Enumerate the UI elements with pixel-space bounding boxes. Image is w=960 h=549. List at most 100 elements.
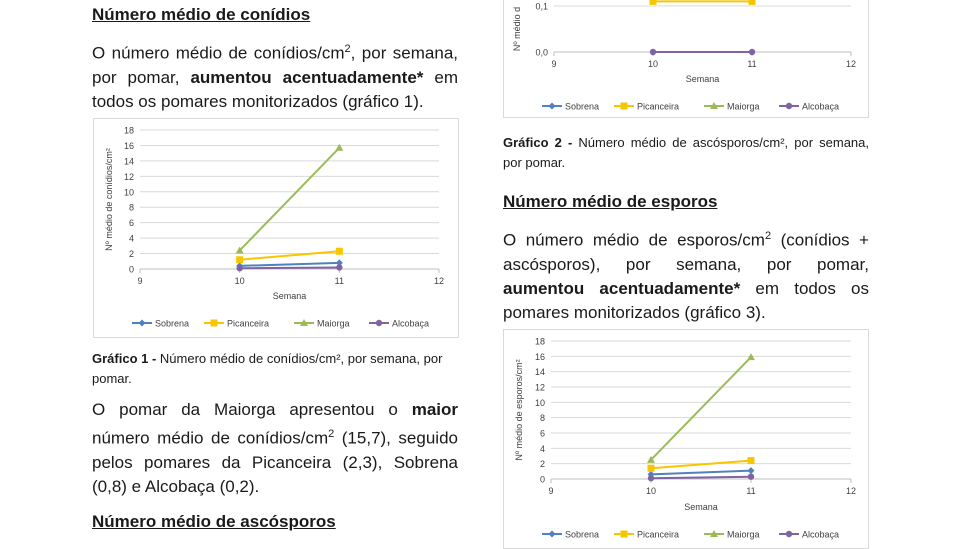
x-tick-label: 9: [137, 276, 142, 286]
legend-label-sobrena: Sobrena: [565, 530, 599, 540]
y-tick-label: 16: [124, 141, 134, 151]
series-line-sobrena: [239, 261, 340, 267]
series-line-maiorga: [238, 147, 341, 252]
data-point-picanceira: [647, 464, 655, 472]
legend-marker: [785, 102, 793, 110]
x-tick-label: 11: [746, 486, 755, 496]
data-point-picanceira: [649, 0, 657, 5]
data-point-picanceira: [335, 247, 343, 255]
chart-3: 0 2 4 6 8 10 12 14 16 18 9 10 11 12 Semana Nº médio de …: [503, 329, 869, 549]
paragraph-maiorga: O pomar da Maiorga apresentou o maior nú…: [92, 400, 458, 496]
legend-marker: [548, 530, 556, 538]
y-tick-label: 6: [129, 218, 134, 228]
legend-label-alcobaça: Alcobaça: [392, 319, 429, 329]
y-axis-label: Nº médio d: [512, 7, 522, 51]
y-tick-label: 0: [129, 265, 134, 275]
data-point-picanceira: [748, 0, 756, 5]
y-axis-label: Nº médio de esporos/cm²: [514, 359, 524, 460]
legend-label-sobrena: Sobrena: [565, 102, 599, 112]
y-tick-label: 10: [124, 187, 134, 197]
data-point-alcobaça: [649, 48, 657, 56]
chart-1: 0 2 4 6 8 10 12 14 16 18 9 10 11 12 Semana Nº médio de …: [93, 118, 459, 338]
y-tick-label: 18: [535, 337, 545, 347]
caption-grafico-1: Gráfico 1 - Número médio de conídios/cm²…: [92, 351, 443, 386]
legend-label-picanceira: Picanceira: [637, 530, 679, 540]
legend-label-maiorga: Maiorga: [727, 102, 760, 112]
y-tick-label: 4: [129, 234, 134, 244]
x-tick-label: 10: [646, 486, 656, 496]
x-tick-label: 10: [648, 59, 658, 69]
y-tick-label: 12: [535, 383, 545, 393]
x-tick-label: 12: [846, 59, 856, 69]
legend-marker: [620, 530, 628, 538]
data-point-picanceira: [236, 256, 244, 264]
paragraph-conidios: O número médio de conídios/cm2, por sema…: [92, 43, 458, 111]
y-tick-label: 14: [535, 367, 545, 377]
x-tick-label: 11: [335, 276, 344, 286]
series-line-alcobaça: [650, 475, 752, 480]
data-point-maiorga: [747, 353, 755, 361]
x-tick-label: 9: [548, 486, 553, 496]
series-line-sobrena: [650, 469, 752, 476]
legend-label-picanceira: Picanceira: [227, 319, 269, 329]
y-tick-label: 12: [124, 172, 134, 182]
y-tick-label: 0,1: [535, 2, 548, 12]
x-tick-label: 10: [235, 276, 245, 286]
legend-marker: [710, 530, 718, 537]
legend-label-alcobaça: Alcobaça: [802, 530, 839, 540]
y-tick-label: 18: [124, 126, 134, 136]
data-point-alcobaça: [336, 264, 343, 271]
legend-label-maiorga: Maiorga: [727, 530, 760, 540]
series-line-alcobaça: [239, 266, 340, 270]
legend-marker: [620, 102, 628, 110]
y-tick-label: 10: [535, 398, 545, 408]
data-point-sobrena: [335, 259, 343, 267]
x-tick-label: 9: [551, 59, 556, 69]
series-line-maiorga: [650, 356, 752, 461]
legend-marker: [785, 530, 793, 538]
series-line-picanceira: [650, 459, 752, 470]
y-tick-label: 2: [540, 459, 545, 469]
data-point-alcobaça: [747, 473, 755, 480]
y-tick-label: 8: [540, 413, 545, 423]
data-point-maiorga: [647, 455, 655, 463]
legend-label-sobrena: Sobrena: [155, 319, 189, 329]
y-tick-label: 2: [129, 249, 134, 259]
data-point-maiorga: [335, 143, 344, 151]
heading-esporos: Número médio de esporos: [503, 192, 718, 211]
x-tick-label: 11: [747, 59, 756, 69]
legend-marker: [210, 319, 218, 327]
legend-label-alcobaça: Alcobaça: [802, 102, 839, 112]
y-tick-label: 0: [540, 475, 545, 485]
x-tick-label: 12: [846, 486, 856, 496]
legend-marker: [138, 319, 146, 327]
heading-conidios: Número médio de conídios: [92, 5, 311, 24]
legend-marker: [548, 102, 556, 110]
data-point-picanceira: [747, 457, 755, 465]
paragraph-esporos: O número médio de esporos/cm2 (conídios …: [503, 230, 869, 322]
y-tick-label: 16: [535, 352, 545, 362]
y-tick-label: 4: [540, 444, 545, 454]
data-point-alcobaça: [236, 265, 243, 272]
caption-grafico-2: Gráfico 2 - Número médio de ascósporos/c…: [503, 135, 869, 170]
x-axis-label: Semana: [684, 502, 718, 512]
y-tick-label: 0,0: [535, 48, 548, 58]
legend-label-picanceira: Picanceira: [637, 102, 679, 112]
legend-marker: [300, 319, 308, 326]
heading-ascosporos: Número médio de ascósporos: [92, 512, 336, 531]
x-axis-label: Semana: [273, 291, 307, 301]
series-line-picanceira: [239, 250, 340, 261]
data-point-alcobaça: [748, 48, 756, 56]
legend-marker: [375, 319, 383, 327]
data-point-maiorga: [235, 246, 244, 254]
chart-2: 0,0 0,1 9 10 11 12 Semana Nº médio d Sobrena Pica…: [503, 0, 869, 118]
data-point-alcobaça: [647, 475, 655, 482]
y-tick-label: 14: [124, 156, 134, 166]
x-axis-label: Semana: [686, 74, 720, 84]
y-axis-label: Nº médio de conídios/cm²: [104, 148, 114, 251]
y-tick-label: 8: [129, 203, 134, 213]
legend-label-maiorga: Maiorga: [317, 319, 350, 329]
legend-marker: [710, 102, 718, 109]
x-tick-label: 12: [434, 276, 444, 286]
data-point-sobrena: [747, 467, 755, 475]
